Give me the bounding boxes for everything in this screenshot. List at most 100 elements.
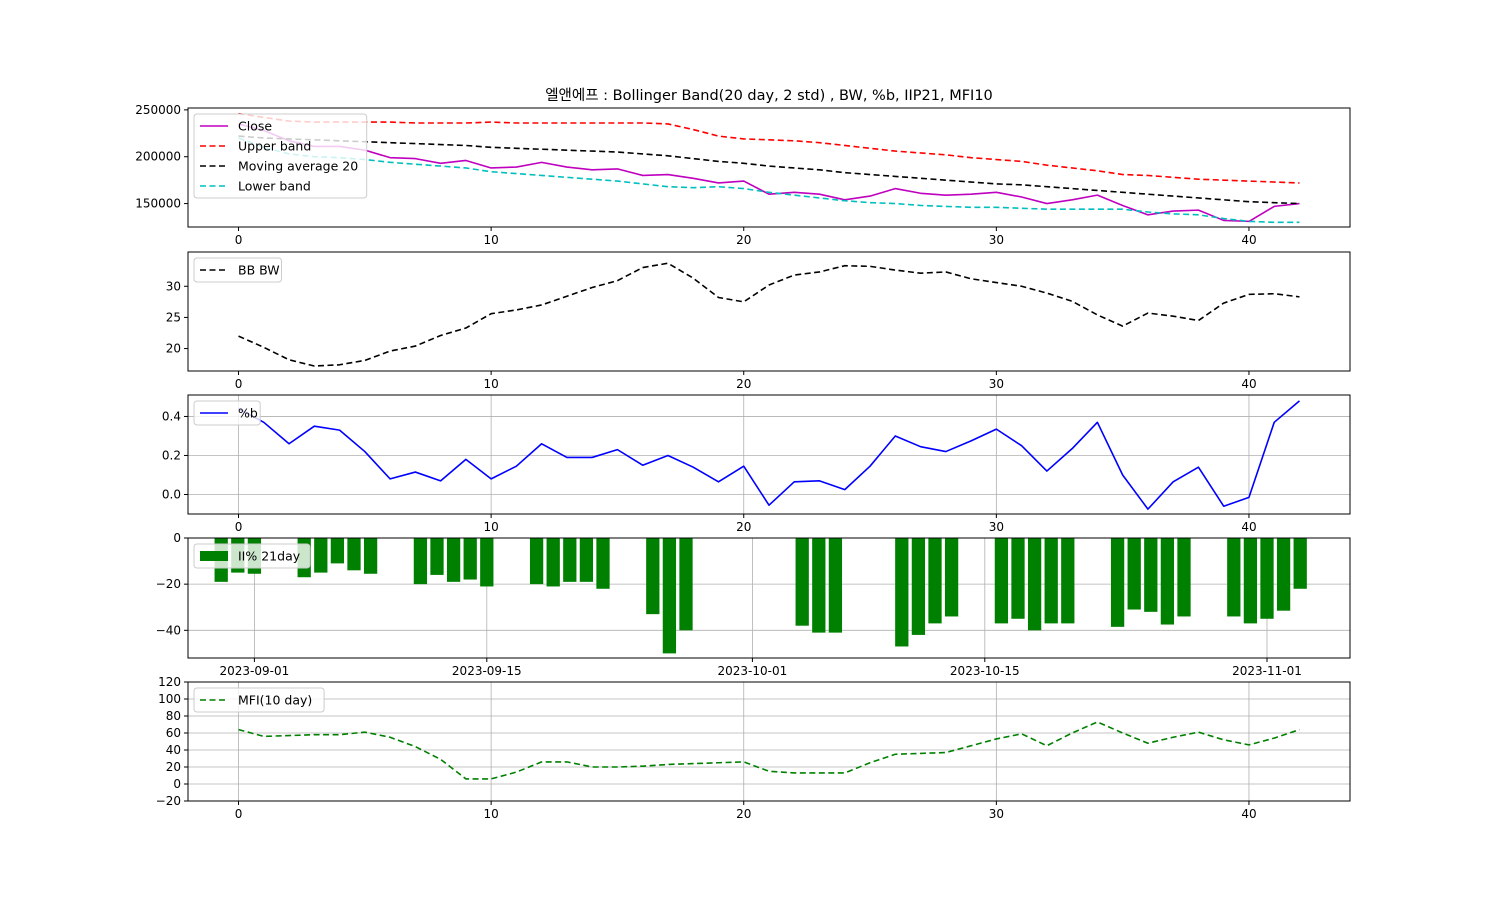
iip-bar [413,538,428,585]
legend: BB BW [193,257,282,283]
y-tick-label: 100 [158,692,181,706]
axes-frame [187,107,1351,228]
legend-label: II% 21day [238,549,301,564]
iip-bar [1110,538,1125,627]
iip-bar [944,538,959,617]
iip-bar [1293,538,1307,589]
legend-label: %b [238,406,258,421]
legend-frame [193,257,282,283]
legend-label: Lower band [238,179,311,194]
bandwidth-panel: 0 10 20 30 40 20 25 30 BB BW [166,251,1351,391]
axes-frame [187,681,1351,802]
x-tick-label: 20 [736,520,751,534]
series-line-moving-average-20 [238,135,1300,205]
iip-bar [994,538,1009,624]
plot-area [238,112,1300,224]
x-tick-label: 30 [989,233,1004,247]
iip-bar [646,538,660,615]
y-tick-label: −20 [156,577,181,591]
iip-bar [1160,538,1175,625]
y-tick-label: 120 [158,675,181,689]
y-tick-label: −20 [156,794,181,808]
legend: MFI(10 day) [193,687,325,713]
x-tick-label: 2023-09-15 [452,664,522,678]
axes-frame [187,537,1351,659]
y-tick-label: 200000 [135,150,181,164]
x-tick-label: 0 [235,233,243,247]
x-tick-label: 30 [989,377,1004,391]
iip-bar [1276,538,1291,611]
iip-bar [911,538,926,635]
legend-frame [193,543,311,569]
axes-frame [187,394,1351,515]
iip-bar [1260,538,1274,619]
plot-area [238,400,1300,510]
iip-bar [596,538,610,589]
iip-bar [1243,538,1258,624]
iip-bar [1144,538,1158,612]
legend-label: Moving average 20 [238,159,358,174]
iip-bar [546,538,560,587]
legend: %b [193,400,261,426]
x-tick-label: 10 [483,233,498,247]
x-tick-label: 20 [736,233,751,247]
iip-bar [812,538,826,633]
legend-label: MFI(10 day) [238,693,312,708]
legend-swatch [200,551,228,561]
x-tick-label: 2023-11-01 [1232,664,1302,678]
iip-bar [1227,538,1241,617]
x-tick-label: 30 [989,520,1004,534]
y-tick-label: 25 [166,310,181,324]
y-tick-label: 150000 [135,197,181,211]
x-tick-label: 40 [1241,233,1256,247]
series-line-upper-band [238,112,1300,184]
y-tick-label: 0 [173,531,181,545]
iip-bar [529,538,544,585]
series-line-mfi-10-day- [238,721,1300,780]
iip-bar [679,538,693,631]
iip-bar [1061,538,1075,624]
iip-bar [314,538,328,573]
y-tick-label: 0.2 [162,448,181,462]
iip-bar [363,538,378,574]
bollinger-panel: 0 10 20 30 40 150000 200000 250000 Close Upper ba… [135,103,1351,247]
x-tick-label: 0 [235,520,243,534]
y-tick-label: 80 [166,709,181,723]
legend-frame [193,113,368,199]
iip-bar [446,538,461,582]
plot-area [238,721,1300,780]
y-tick-label: 0.4 [162,409,181,423]
y-tick-label: 30 [166,279,181,293]
x-tick-label: 0 [235,807,243,821]
x-tick-label: 20 [736,377,751,391]
x-tick-label: 20 [736,807,751,821]
x-tick-label: 0 [235,377,243,391]
iip-bar [895,538,909,647]
plot-area [214,538,1307,654]
y-tick-label: 250000 [135,103,181,117]
iip-bar [662,538,677,654]
y-tick-label: 20 [166,342,181,356]
iip-bar [1044,538,1058,624]
iip-bar [579,538,594,582]
iip-bar [1027,538,1042,631]
iip-bar [1177,538,1191,617]
iip-bar [1011,538,1025,619]
x-tick-label: 2023-09-01 [220,664,290,678]
y-tick-label: 0.0 [162,487,181,501]
x-tick-label: 40 [1241,377,1256,391]
series-line-bb-bw [238,262,1300,367]
series-line-lower-band [238,137,1300,224]
legend: II% 21day [193,543,311,569]
y-tick-label: 40 [166,743,181,757]
axes-frame [187,251,1351,372]
x-tick-label: 30 [989,807,1004,821]
legend-frame [193,687,325,713]
iip-bar [430,538,444,575]
y-tick-label: 0 [173,777,181,791]
x-tick-label: 2023-10-15 [950,664,1020,678]
y-tick-label: −40 [156,623,181,637]
x-tick-label: 40 [1241,807,1256,821]
series-line--b [238,400,1300,510]
